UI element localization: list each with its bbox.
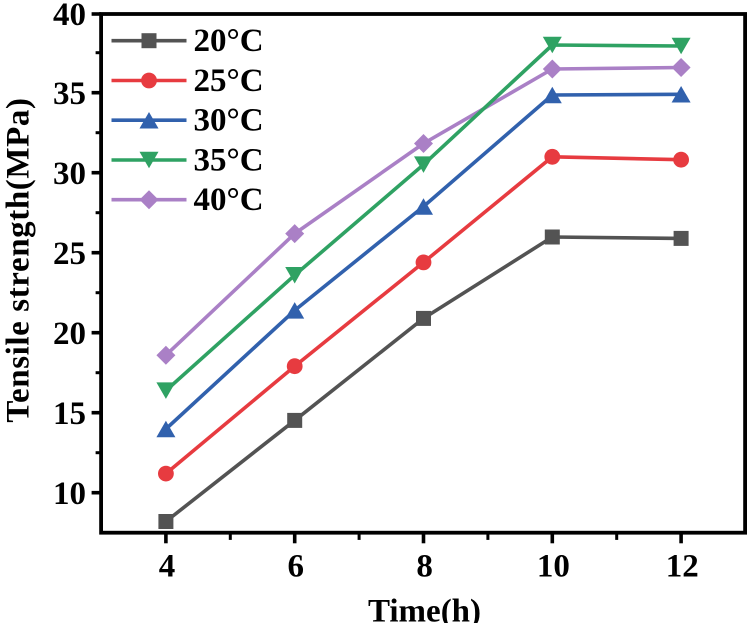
svg-text:25: 25 xyxy=(53,236,86,272)
svg-text:20°C: 20°C xyxy=(194,23,264,59)
svg-text:35°C: 35°C xyxy=(194,142,264,178)
svg-text:25°C: 25°C xyxy=(194,63,264,99)
svg-text:10: 10 xyxy=(53,476,86,512)
svg-text:8: 8 xyxy=(416,549,433,585)
svg-text:30: 30 xyxy=(53,156,86,192)
svg-text:4: 4 xyxy=(159,549,176,585)
svg-text:40: 40 xyxy=(53,0,86,33)
svg-text:Tensile strength(MPa): Tensile strength(MPa) xyxy=(1,97,37,422)
svg-text:20: 20 xyxy=(53,316,86,352)
svg-text:10: 10 xyxy=(537,549,570,585)
svg-text:6: 6 xyxy=(288,549,305,585)
svg-text:30°C: 30°C xyxy=(194,103,264,139)
svg-text:Time(h): Time(h) xyxy=(368,594,481,623)
svg-text:35: 35 xyxy=(53,76,86,112)
svg-text:12: 12 xyxy=(666,549,699,585)
svg-text:40°C: 40°C xyxy=(194,182,264,218)
svg-text:15: 15 xyxy=(53,396,86,432)
